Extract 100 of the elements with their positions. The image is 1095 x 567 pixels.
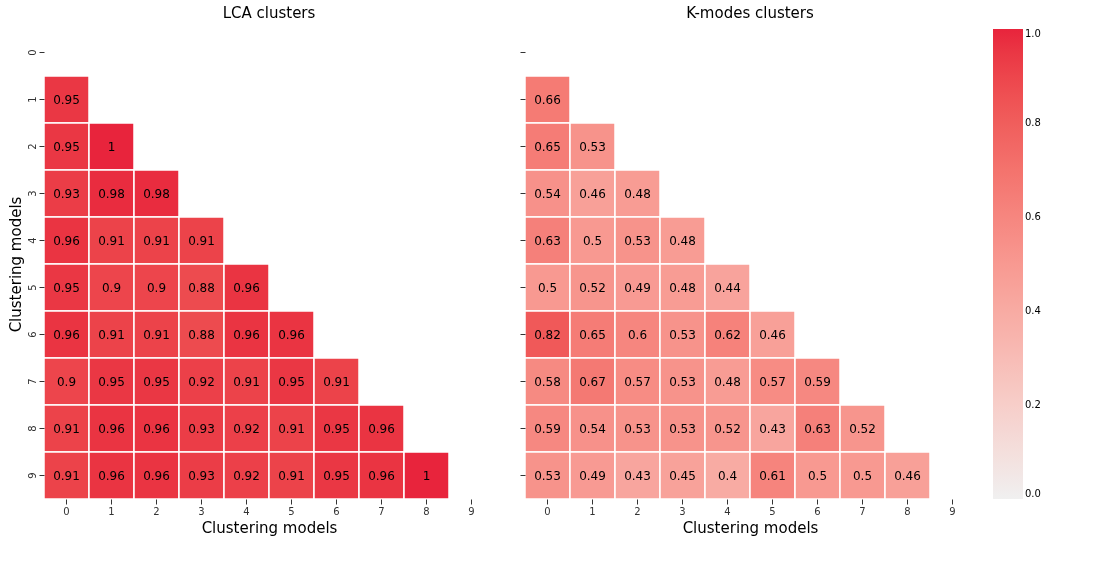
data-label: 0.91 xyxy=(98,327,125,342)
data-label: 0.95 xyxy=(53,139,80,154)
data-label: 0.5 xyxy=(852,468,873,483)
data-label: 0.53 xyxy=(624,421,651,436)
data-label: 0.96 xyxy=(233,280,260,295)
y-tick-label: 0 xyxy=(26,49,38,56)
data-label: 0.43 xyxy=(759,421,786,436)
x-tick-label: 1 xyxy=(589,505,596,517)
data-label: 0.46 xyxy=(759,327,786,342)
data-label: 0.96 xyxy=(53,233,80,248)
data-label: 0.49 xyxy=(579,468,606,483)
x-tick-label: 4 xyxy=(724,505,731,517)
data-label: 0.95 xyxy=(323,468,350,483)
y-tick-label: 2 xyxy=(26,143,38,150)
data-label: 0.96 xyxy=(98,468,125,483)
data-label: 0.91 xyxy=(233,374,260,389)
y-axis-title: Clustering models xyxy=(6,196,25,333)
data-label: 0.91 xyxy=(53,468,80,483)
data-label: 0.88 xyxy=(188,280,215,295)
x-tick-label: 3 xyxy=(679,505,686,517)
x-tick-label: 2 xyxy=(153,505,160,517)
data-label: 0.95 xyxy=(53,92,80,107)
data-label: 0.95 xyxy=(278,374,305,389)
x-tick-label: 3 xyxy=(198,505,205,517)
y-tick-label: 8 xyxy=(26,425,38,432)
data-label: 0.96 xyxy=(98,421,125,436)
data-label: 0.65 xyxy=(534,139,561,154)
data-label: 0.43 xyxy=(624,468,651,483)
data-label: 0.54 xyxy=(534,186,561,201)
data-label: 0.63 xyxy=(534,233,561,248)
data-label: 0.95 xyxy=(53,280,80,295)
data-label: 0.91 xyxy=(188,233,215,248)
data-label: 0.82 xyxy=(534,327,561,342)
data-label: 0.57 xyxy=(624,374,651,389)
data-label: 1 xyxy=(107,139,116,154)
data-label: 0.66 xyxy=(534,92,561,107)
data-label: 0.9 xyxy=(101,280,122,295)
data-label: 0.88 xyxy=(188,327,215,342)
color-bar-label: 0.8 xyxy=(1025,117,1041,128)
x-tick-label: 6 xyxy=(814,505,821,517)
data-label: 0.63 xyxy=(804,421,831,436)
data-label: 0.48 xyxy=(624,186,651,201)
data-label: 0.96 xyxy=(368,468,395,483)
data-label: 0.98 xyxy=(143,186,170,201)
data-label: 0.52 xyxy=(579,280,606,295)
data-label: 0.5 xyxy=(582,233,603,248)
data-label: 0.91 xyxy=(98,233,125,248)
data-label: 0.59 xyxy=(804,374,831,389)
data-label: 0.49 xyxy=(624,280,651,295)
x-tick-label: 8 xyxy=(904,505,911,517)
data-label: 0.92 xyxy=(188,374,215,389)
data-label: 0.46 xyxy=(894,468,921,483)
data-label: 0.44 xyxy=(714,280,741,295)
data-label: 0.91 xyxy=(53,421,80,436)
data-label: 0.6 xyxy=(627,327,648,342)
data-label: 0.53 xyxy=(669,374,696,389)
data-label: 1 xyxy=(422,468,431,483)
data-label: 0.57 xyxy=(759,374,786,389)
data-label: 0.65 xyxy=(579,327,606,342)
data-label: 0.53 xyxy=(579,139,606,154)
data-label: 0.96 xyxy=(143,421,170,436)
data-label: 0.93 xyxy=(188,421,215,436)
data-label: 0.67 xyxy=(579,374,606,389)
data-label: 0.95 xyxy=(323,421,350,436)
x-tick-label: 1 xyxy=(108,505,115,517)
x-tick-label: 5 xyxy=(769,505,776,517)
data-label: 0.53 xyxy=(624,233,651,248)
x-tick-label: 7 xyxy=(859,505,866,517)
x-tick-label: 7 xyxy=(378,505,385,517)
color-bar-label: 0.4 xyxy=(1025,305,1041,316)
x-tick-label: 5 xyxy=(288,505,295,517)
data-label: 0.52 xyxy=(849,421,876,436)
data-label: 0.93 xyxy=(53,186,80,201)
y-tick-label: 5 xyxy=(26,284,38,291)
y-tick-label: 4 xyxy=(26,237,38,244)
data-label: 0.96 xyxy=(233,327,260,342)
color-bar-label: 0.0 xyxy=(1025,488,1041,499)
data-label: 0.95 xyxy=(98,374,125,389)
color-bar-label: 1.0 xyxy=(1025,28,1041,39)
data-label: 0.96 xyxy=(278,327,305,342)
x-axis-title: Clustering models xyxy=(201,518,338,537)
x-tick-label: 6 xyxy=(333,505,340,517)
data-label: 0.91 xyxy=(143,233,170,248)
data-label: 0.4 xyxy=(717,468,738,483)
data-label: 0.48 xyxy=(714,374,741,389)
data-label: 0.9 xyxy=(56,374,77,389)
data-label: 0.92 xyxy=(233,468,260,483)
data-label: 0.96 xyxy=(368,421,395,436)
data-label: 0.59 xyxy=(534,421,561,436)
color-bar-label: 0.2 xyxy=(1025,399,1041,410)
chart-title: LCA clusters xyxy=(222,4,316,22)
data-label: 0.53 xyxy=(534,468,561,483)
data-label: 0.91 xyxy=(278,421,305,436)
data-label: 0.54 xyxy=(579,421,606,436)
data-label: 0.48 xyxy=(669,233,696,248)
x-tick-label: 9 xyxy=(949,505,956,517)
data-label: 0.52 xyxy=(714,421,741,436)
data-label: 0.46 xyxy=(579,186,606,201)
x-tick-label: 2 xyxy=(634,505,641,517)
data-label: 0.91 xyxy=(278,468,305,483)
